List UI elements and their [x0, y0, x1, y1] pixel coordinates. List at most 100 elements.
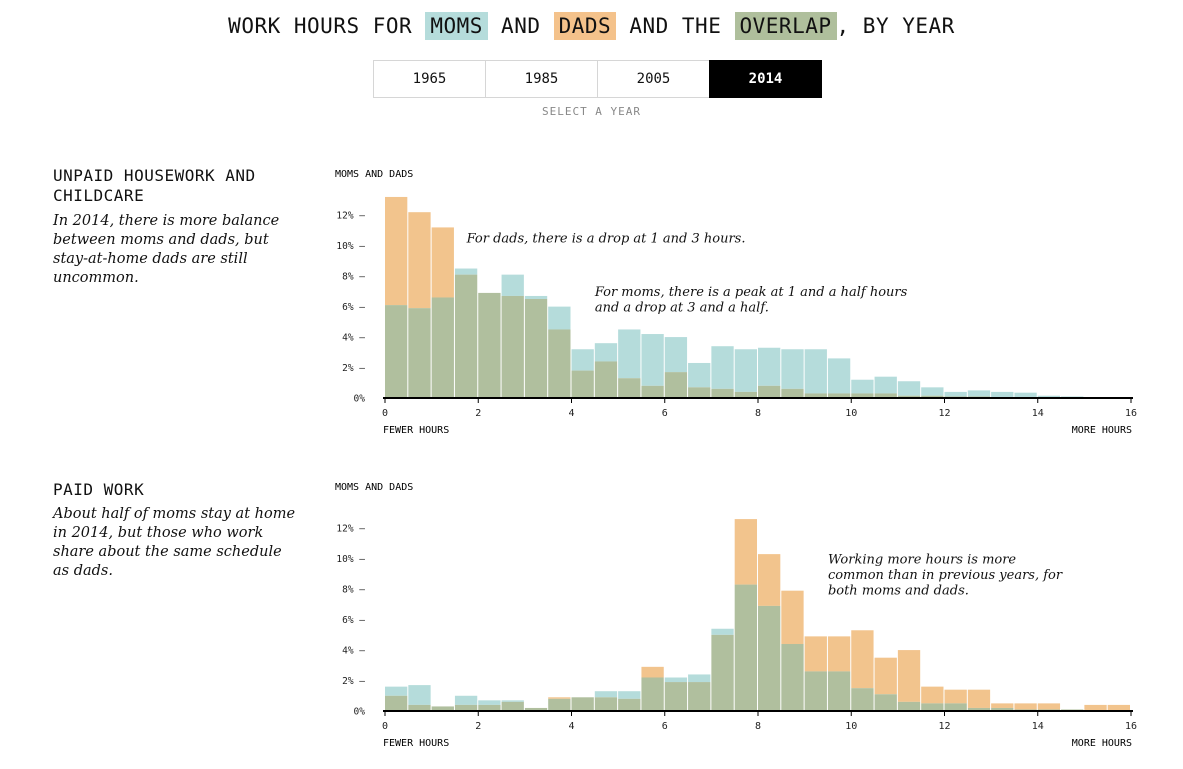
overlap-bar — [781, 643, 804, 711]
overlap-bar — [478, 704, 501, 711]
moms-bar — [967, 390, 991, 397]
y-tick-label: 10% – — [336, 241, 365, 252]
dads-bar — [991, 703, 1014, 708]
chart-annotation: common than in previous years, for — [828, 568, 1063, 583]
overlap-bar — [874, 393, 897, 398]
overlap-bar — [851, 393, 874, 398]
moms-bar — [664, 677, 688, 683]
overlap-bar — [688, 387, 711, 398]
x-tick-label: 16 — [1125, 721, 1137, 732]
dads-bar — [758, 554, 781, 606]
title-text: WORK HOURS FOR — [228, 14, 426, 38]
overlap-bar — [991, 707, 1014, 711]
overlap-bar — [641, 677, 664, 711]
paid-work-section-title: PAID WORK — [53, 480, 145, 499]
overlap-bar — [454, 274, 478, 398]
year-button-2005[interactable]: 2005 — [597, 60, 710, 98]
title-text: AND — [487, 14, 554, 38]
moms-bar — [641, 334, 664, 386]
year-button-2014[interactable]: 2014 — [709, 60, 822, 98]
overlap-bar — [385, 305, 408, 398]
moms-bar — [501, 700, 524, 702]
overlap-bar — [548, 698, 571, 711]
dads-bar — [1107, 704, 1130, 711]
x-tick-label: 8 — [755, 408, 761, 419]
overlap-bar — [385, 695, 408, 711]
moms-bar — [711, 346, 734, 389]
year-selector: 1965 1985 2005 2014 — [373, 60, 822, 98]
overlap-bar — [711, 388, 734, 398]
year-button-1985[interactable]: 1985 — [485, 60, 598, 98]
overlap-bar — [688, 682, 711, 711]
x-tick-label: 10 — [845, 408, 857, 419]
overlap-bar — [897, 701, 921, 711]
x-tick-label: 14 — [1032, 408, 1044, 419]
more-hours-label: MORE HOURS — [1072, 425, 1132, 436]
moms-bar — [991, 391, 1014, 398]
y-tick-label: 0% — [354, 394, 366, 405]
moms-bar — [594, 691, 618, 698]
select-year-hint: SELECT A YEAR — [541, 105, 642, 118]
chart-annotation: both moms and dads. — [828, 583, 969, 598]
housework-section-title: UNPAID HOUSEWORK AND CHILDCARE — [53, 166, 256, 205]
y-tick-label: 12% – — [336, 211, 365, 222]
dads-bar — [874, 657, 897, 695]
moms-bar — [688, 362, 711, 388]
overlap-bar — [758, 605, 781, 711]
moms-bar — [734, 349, 757, 392]
x-tick-label: 2 — [475, 721, 481, 732]
x-tick-label: 12 — [938, 408, 950, 419]
paid-work-chart: MOMS AND DADS 0% 2% – 4% – 6% – 8% – 10% – 12% … — [335, 482, 1137, 749]
housework-chart: MOMS AND DADS 0% 2% – 4% – 6% – 8% – 10% – 12% … — [335, 169, 1137, 436]
title-text: AND THE — [616, 14, 735, 38]
moms-bar — [571, 349, 594, 371]
overlap-bar — [571, 697, 594, 711]
x-tick-label: 4 — [568, 408, 574, 419]
overlap-bar — [501, 701, 524, 711]
moms-bar — [618, 691, 641, 699]
x-tick-label: 10 — [845, 721, 857, 732]
x-tick-label: 0 — [382, 721, 388, 732]
moms-bar — [594, 343, 618, 362]
moms-bar — [921, 387, 944, 396]
overlap-bar — [664, 682, 688, 711]
y-tick-label: 2% – — [342, 676, 365, 687]
overlap-bar — [524, 299, 548, 398]
dads-bar — [431, 227, 454, 298]
x-tick-label: 0 — [382, 408, 388, 419]
moms-bar — [711, 628, 734, 635]
chart-annotation: For moms, there is a peak at 1 and a hal… — [594, 285, 908, 300]
title-highlight-overlap: OVERLAP — [734, 12, 837, 40]
overlap-bar — [827, 393, 851, 398]
dads-bar — [408, 212, 431, 309]
overlap-bar — [874, 694, 897, 711]
moms-bar — [1061, 396, 1084, 398]
overlap-bar — [921, 703, 944, 711]
chart-annotation: Working more hours is more — [828, 552, 1016, 567]
overlap-bar — [478, 292, 501, 398]
moms-bar — [548, 306, 571, 330]
dads-bar — [897, 650, 921, 702]
title-text: , BY YEAR — [836, 14, 955, 38]
x-tick-label: 8 — [755, 721, 761, 732]
year-button-1965[interactable]: 1965 — [373, 60, 486, 98]
overlap-bar — [431, 297, 454, 398]
overlap-bar — [641, 385, 664, 398]
dads-bar — [781, 590, 804, 644]
overlap-bar — [664, 372, 688, 398]
dads-bar — [921, 686, 944, 704]
chart-label: MOMS AND DADS — [335, 482, 413, 493]
moms-bar — [874, 376, 897, 394]
overlap-bar — [618, 698, 641, 711]
chart-annotation: For dads, there is a drop at 1 and 3 hou… — [466, 232, 746, 247]
housework-section-description: In 2014, there is more balance between m… — [53, 213, 280, 286]
paid-work-section-description: About half of moms stay at home in 2014,… — [53, 506, 296, 579]
moms-bar — [478, 700, 501, 705]
dads-bar — [734, 519, 757, 585]
y-tick-label: 4% – — [342, 333, 365, 344]
moms-bar — [827, 358, 851, 394]
y-tick-label: 4% – — [342, 646, 365, 657]
overlap-bar — [571, 370, 594, 398]
dads-bar — [1014, 703, 1037, 710]
overlap-bar — [944, 703, 967, 711]
